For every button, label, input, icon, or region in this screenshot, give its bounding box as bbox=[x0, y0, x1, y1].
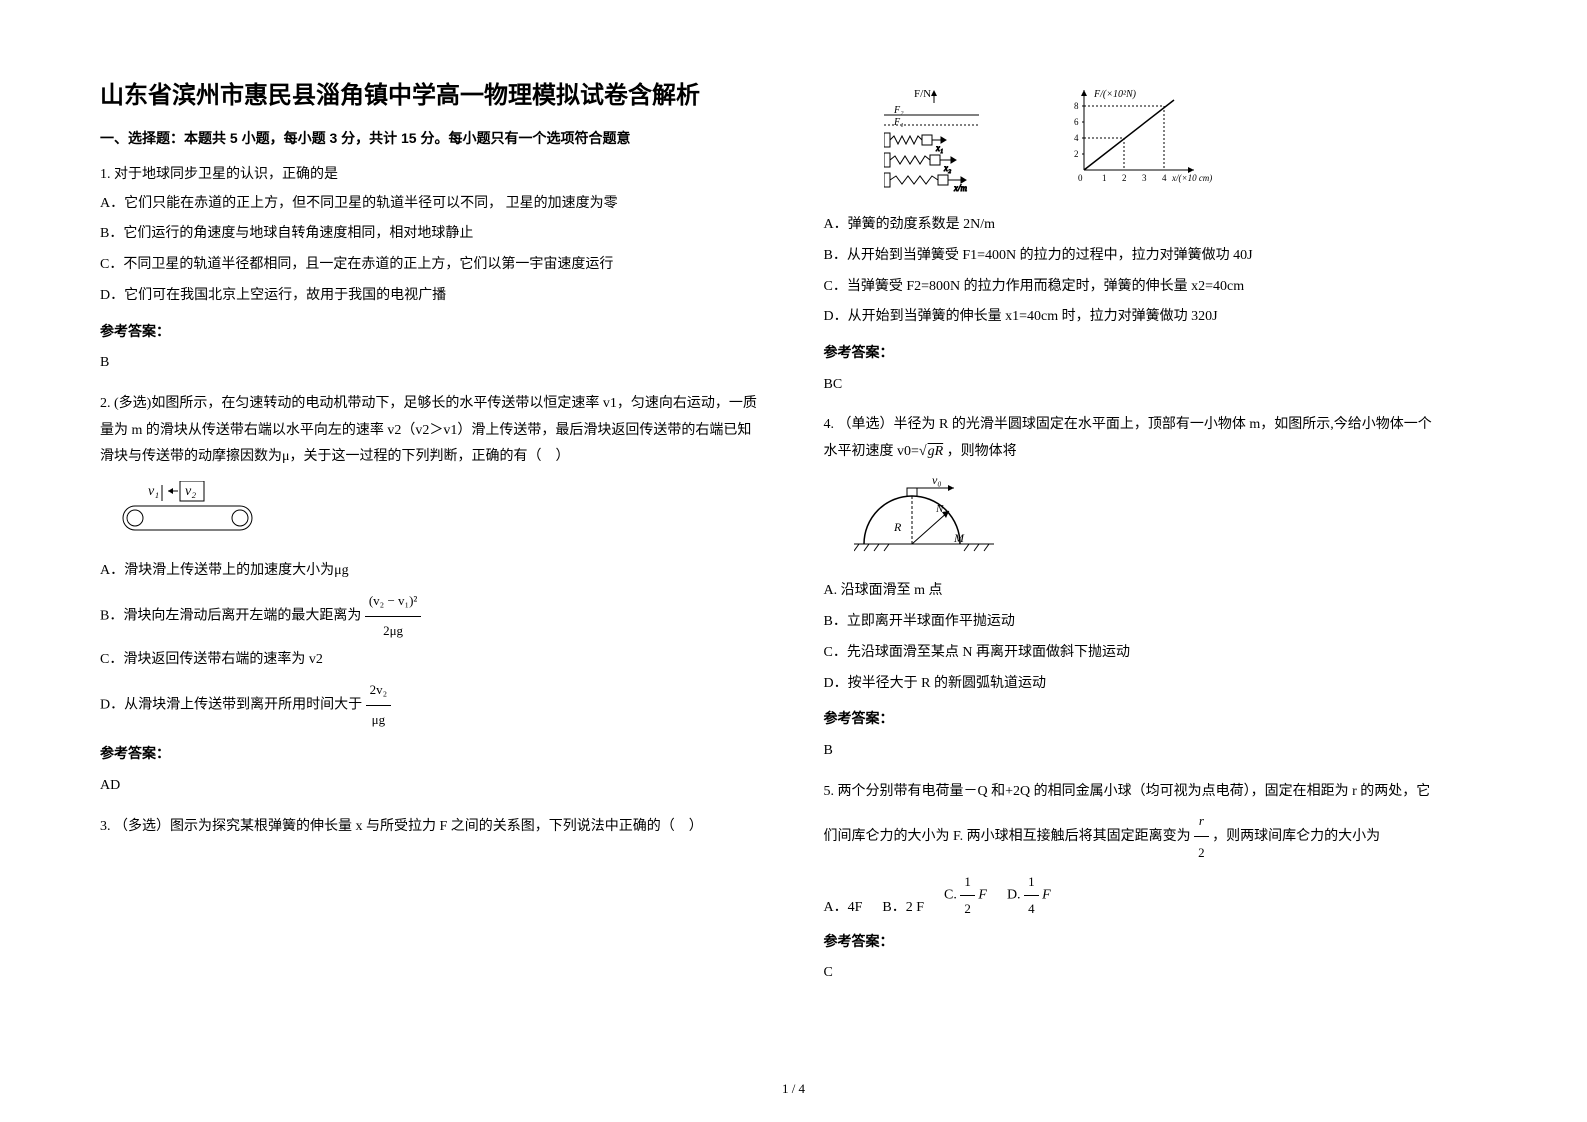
q4-option-a: A. 沿球面滑至 m 点 bbox=[824, 576, 1488, 607]
q1-answer: B bbox=[100, 350, 764, 377]
page-number: 1 / 4 bbox=[0, 1081, 1587, 1097]
q2-option-a: A．滑块滑上传送带上的加速度大小为μg bbox=[100, 556, 764, 587]
q2-b-fraction: (v₂ − v₁)² 2μg bbox=[365, 587, 421, 645]
q2-option-b: B．滑块向左滑动后离开左端的最大距离为 (v₂ − v₁)² 2μg bbox=[100, 587, 764, 645]
v1-label: v₁ bbox=[148, 484, 159, 499]
question-1: 1. 对于地球同步卫星的认识，正确的是 A．它们只能在赤道的正上方，但不同卫星的… bbox=[100, 162, 764, 377]
question-5: 5. 两个分别带有电荷量－Q 和+2Q 的相同金属小球（均可视为点电荷），固定在… bbox=[824, 779, 1488, 987]
q5-option-c: C. 1 2 F bbox=[944, 869, 987, 922]
svg-text:3: 3 bbox=[1142, 173, 1147, 183]
svg-text:x₂: x₂ bbox=[943, 163, 951, 173]
q2-answer-label: 参考答案： bbox=[100, 740, 764, 767]
q2-stem: 2. (多选)如图所示，在匀速转动的电动机带动下，足够长的水平传送带以恒定速率 … bbox=[100, 391, 764, 471]
question-3-stem: 3. （多选）图示为探究某根弹簧的伸长量 x 与所受拉力 F 之间的关系图，下列… bbox=[100, 814, 764, 841]
q5-stem-p1: 5. 两个分别带有电荷量－Q 和+2Q 的相同金属小球（均可视为点电荷），固定在… bbox=[824, 779, 1488, 806]
q2-d-fraction: 2v₂ μg bbox=[366, 676, 392, 734]
svg-text:v₀: v₀ bbox=[932, 476, 942, 487]
q5-p2-num: r bbox=[1194, 805, 1209, 837]
left-column: 山东省滨州市惠民县淄角镇中学高一物理模拟试卷含解析 一、选择题：本题共 5 小题… bbox=[100, 75, 764, 1001]
right-column: F/N F₂ F₁ x₁ bbox=[824, 75, 1488, 1001]
q5-option-a: A．4F bbox=[824, 894, 863, 922]
q5-answer: C bbox=[824, 960, 1488, 987]
q5-answer-label: 参考答案： bbox=[824, 928, 1488, 955]
question-3-options: A．弹簧的劲度系数是 2N/m B．从开始到当弹簧受 F1=400N 的拉力的过… bbox=[824, 210, 1488, 398]
q5-option-b: B．2 F bbox=[882, 894, 924, 922]
svg-text:8: 8 bbox=[1074, 101, 1079, 111]
q4-option-b: B．立即离开半球面作平抛运动 bbox=[824, 607, 1488, 638]
svg-text:6: 6 bbox=[1074, 117, 1079, 127]
svg-text:4: 4 bbox=[1162, 173, 1167, 183]
q4-stem-p1: 4. （单选）半径为 R 的光滑半圆球固定在水平面上，顶部有一小物体 m，如图所… bbox=[824, 412, 1488, 439]
question-2: 2. (多选)如图所示，在匀速转动的电动机带动下，足够长的水平传送带以恒定速率 … bbox=[100, 391, 764, 800]
q2-d-prefix: D．从滑块滑上传送带到离开所用时间大于 bbox=[100, 697, 362, 712]
q2-option-c: C．滑块返回传送带右端的速率为 v2 bbox=[100, 645, 764, 676]
svg-text:M: M bbox=[953, 531, 965, 545]
q3-option-a: A．弹簧的劲度系数是 2N/m bbox=[824, 210, 1488, 241]
document-title: 山东省滨州市惠民县淄角镇中学高一物理模拟试卷含解析 bbox=[100, 75, 764, 110]
q2-d-den: μg bbox=[366, 706, 392, 735]
q1-option-b: B．它们运行的角速度与地球自转角速度相同，相对地球静止 bbox=[100, 219, 764, 250]
svg-text:F/N: F/N bbox=[914, 88, 931, 100]
q4-sqrt: gR bbox=[927, 444, 944, 459]
q4-answer: B bbox=[824, 738, 1488, 765]
q4-option-d: D．按半径大于 R 的新圆弧轨道运动 bbox=[824, 669, 1488, 700]
q2-answer: AD bbox=[100, 773, 764, 800]
q2-b-prefix: B．滑块向左滑动后离开左端的最大距离为 bbox=[100, 608, 361, 623]
q3-option-b: B．从开始到当弹簧受 F1=400N 的拉力的过程中，拉力对弹簧做功 40J bbox=[824, 241, 1488, 272]
q5-p2-fraction: r 2 bbox=[1194, 805, 1209, 868]
q2-option-d: D．从滑块滑上传送带到离开所用时间大于 2v₂ μg bbox=[100, 676, 764, 734]
q5-options-row: A．4F B．2 F C. 1 2 F D. 1 4 F bbox=[824, 869, 1488, 922]
q5-p2-den: 2 bbox=[1194, 837, 1209, 868]
q1-option-a: A．它们只能在赤道的正上方，但不同卫星的轨道半径可以不同， 卫星的加速度为零 bbox=[100, 189, 764, 220]
q4-answer-label: 参考答案： bbox=[824, 705, 1488, 732]
q4-stem-p2: 水平初速度 v0=√gR ，则物体将 bbox=[824, 439, 1488, 466]
q3-option-d: D．从开始到当弹簧的伸长量 x1=40cm 时，拉力对弹簧做功 320J bbox=[824, 302, 1488, 333]
svg-text:2: 2 bbox=[1074, 149, 1079, 159]
section-header: 一、选择题：本题共 5 小题，每小题 3 分，共计 15 分。每小题只有一个选项… bbox=[100, 128, 764, 148]
svg-text:F/(×10²N): F/(×10²N) bbox=[1093, 89, 1137, 100]
hemisphere-diagram: v₀ N R M bbox=[854, 476, 1488, 567]
q2-d-num: 2v₂ bbox=[366, 676, 392, 706]
q1-option-d: D．它们可在我国北京上空运行，故用于我国的电视广播 bbox=[100, 281, 764, 312]
q2-b-num: (v₂ − v₁)² bbox=[365, 587, 421, 617]
q3-option-c: C．当弹簧受 F2=800N 的拉力作用而稳定时，弹簧的伸长量 x2=40cm bbox=[824, 272, 1488, 303]
q3-stem: 3. （多选）图示为探究某根弹簧的伸长量 x 与所受拉力 F 之间的关系图，下列… bbox=[100, 814, 764, 841]
q1-option-c: C．不同卫星的轨道半径都相同，且一定在赤道的正上方，它们以第一宇宙速度运行 bbox=[100, 250, 764, 281]
q4-p2-suffix: ，则物体将 bbox=[943, 444, 1017, 459]
q2-b-den: 2μg bbox=[365, 617, 421, 646]
svg-text:x₁: x₁ bbox=[935, 143, 943, 153]
svg-text:F₂: F₂ bbox=[893, 105, 904, 116]
svg-text:F₁: F₁ bbox=[893, 117, 904, 128]
q4-option-c: C．先沿球面滑至某点 N 再离开球面做斜下抛运动 bbox=[824, 638, 1488, 669]
svg-text:R: R bbox=[893, 520, 902, 534]
q5-p2-suffix: ，则两球间库仑力的大小为 bbox=[1212, 829, 1380, 844]
svg-text:N: N bbox=[935, 503, 944, 515]
q1-answer-label: 参考答案： bbox=[100, 318, 764, 345]
v2-label: v₂ bbox=[185, 484, 196, 499]
svg-text:x/(×10 cm): x/(×10 cm) bbox=[1171, 173, 1212, 183]
svg-text:x/m: x/m bbox=[953, 183, 967, 193]
q3-answer-label: 参考答案： bbox=[824, 339, 1488, 366]
q5-p2-prefix: 们间库仑力的大小为 F. 两小球相互接触后将其固定距离变为 bbox=[824, 829, 1191, 844]
q4-p2-prefix: 水平初速度 v0= bbox=[824, 444, 919, 459]
q3-answer: BC bbox=[824, 372, 1488, 399]
q1-stem: 1. 对于地球同步卫星的认识，正确的是 bbox=[100, 162, 764, 189]
svg-text:0: 0 bbox=[1078, 173, 1083, 183]
question-4: 4. （单选）半径为 R 的光滑半圆球固定在水平面上，顶部有一小物体 m，如图所… bbox=[824, 412, 1488, 764]
spring-force-graph: F/N F₂ F₁ x₁ bbox=[884, 85, 1488, 200]
svg-text:4: 4 bbox=[1074, 133, 1079, 143]
q5-option-d: D. 1 4 F bbox=[1007, 869, 1051, 922]
q5-stem-p2: 们间库仑力的大小为 F. 两小球相互接触后将其固定距离变为 r 2 ，则两球间库… bbox=[824, 805, 1488, 868]
svg-text:2: 2 bbox=[1122, 173, 1127, 183]
svg-text:1: 1 bbox=[1102, 173, 1107, 183]
conveyor-diagram: v₁ v₂ bbox=[120, 481, 764, 547]
